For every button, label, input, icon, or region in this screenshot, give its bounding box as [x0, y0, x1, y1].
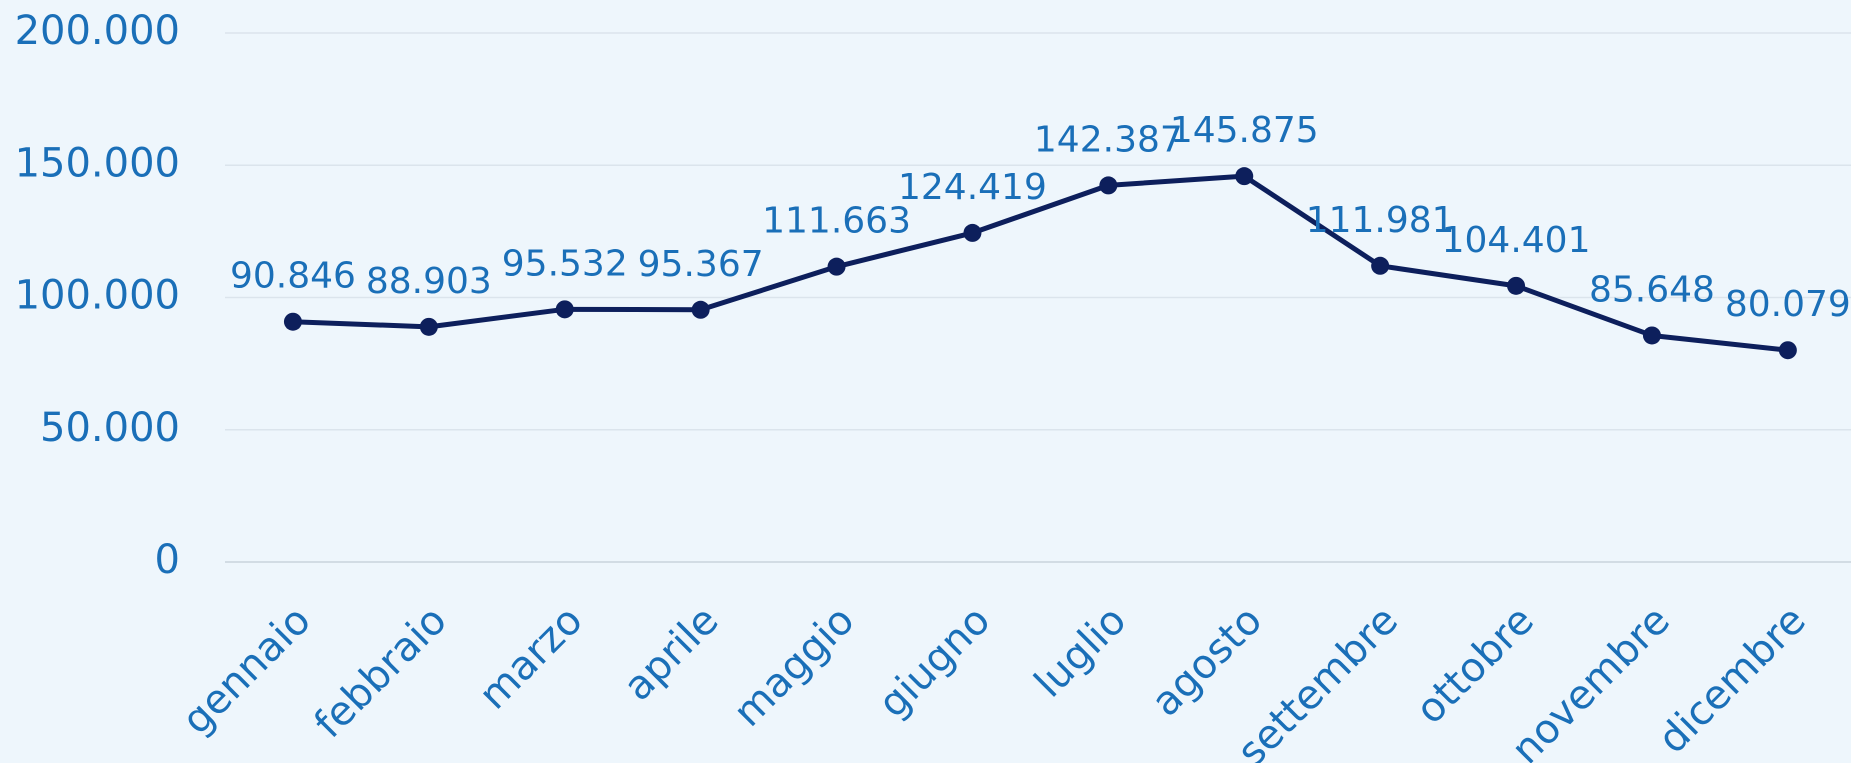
point — [827, 257, 846, 276]
data-label: 124.419 — [898, 167, 1047, 208]
y-tick-label: 150.000 — [15, 140, 180, 186]
data-label: 88.903 — [366, 261, 492, 302]
data-label: 95.367 — [638, 244, 764, 285]
data-label: 142.387 — [1034, 119, 1183, 160]
point — [1099, 176, 1118, 195]
point — [691, 300, 710, 319]
data-label: 104.401 — [1442, 220, 1591, 261]
data-label: 111.981 — [1306, 200, 1455, 241]
x-tick-label: gennaio — [174, 597, 320, 743]
point — [1235, 167, 1254, 186]
point — [1507, 276, 1526, 295]
point — [1778, 341, 1797, 360]
point — [555, 300, 574, 319]
x-tick-label: agosto — [1143, 597, 1271, 725]
point — [419, 317, 438, 336]
x-tick-label: maggio — [725, 597, 863, 735]
line — [292, 173, 1789, 353]
y-tick-label: 0 — [155, 537, 180, 583]
point — [1371, 256, 1390, 275]
data-label: 111.663 — [762, 201, 911, 242]
point — [283, 312, 302, 331]
point — [1642, 326, 1661, 345]
y-tick-label: 50.000 — [40, 405, 180, 451]
x-tick-label: giugno — [870, 597, 999, 726]
x-tick-label: aprile — [615, 597, 728, 710]
y-tick-label: 100.000 — [15, 273, 180, 319]
data-label: 90.846 — [230, 256, 356, 297]
data-label: 95.532 — [502, 243, 628, 284]
x-tick-label: ottobre — [1407, 597, 1543, 733]
data-label: 80.079 — [1725, 284, 1851, 325]
x-tick-label: dicembre — [1649, 597, 1814, 762]
x-tick-label: marzo — [470, 597, 591, 718]
x-tick-label: febbraio — [306, 597, 456, 747]
y-tick-label: 200.000 — [15, 8, 180, 54]
point — [963, 223, 982, 242]
x-tick-label: luglio — [1026, 597, 1135, 706]
data-label: 145.875 — [1170, 110, 1319, 151]
data-label: 85.648 — [1589, 269, 1715, 310]
